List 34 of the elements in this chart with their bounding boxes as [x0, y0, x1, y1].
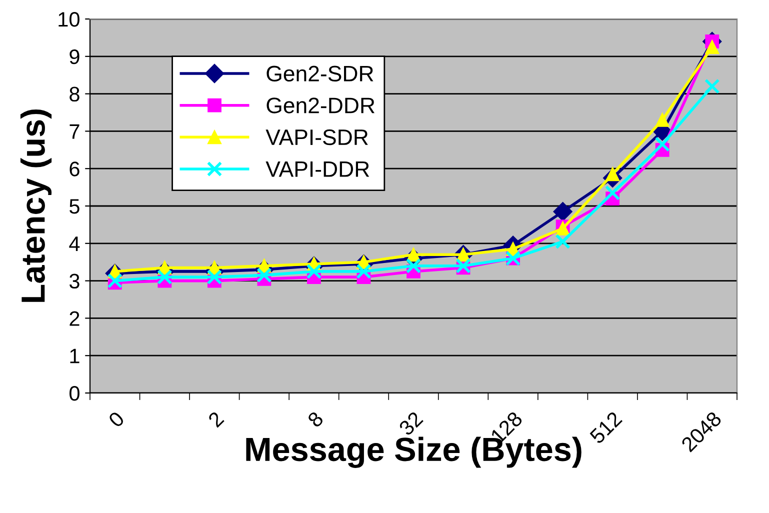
legend-label: VAPI-SDR: [266, 129, 368, 146]
y-tick-label: 4: [69, 236, 80, 251]
y-axis-title: Latency (us): [20, 109, 52, 302]
legend-label: Gen2-DDR: [266, 98, 374, 114]
y-tick-label: 0: [70, 386, 80, 401]
point: [705, 40, 720, 54]
point: [356, 264, 372, 280]
point: [306, 264, 322, 280]
point: [406, 258, 422, 274]
y-tick-label: 6: [70, 162, 80, 176]
point: [604, 185, 620, 201]
x-tick-label: 32: [398, 410, 424, 436]
y-tick-label: 10: [58, 12, 80, 27]
x-tick-label: 512: [588, 410, 623, 444]
y-tick-label: 9: [70, 49, 80, 64]
point: [256, 268, 272, 283]
y-tick-label: 3: [69, 274, 80, 289]
x-tick-label: 8: [306, 410, 324, 428]
point: [555, 234, 570, 250]
point: [553, 202, 572, 222]
x-tick-label: 0: [108, 410, 126, 428]
y-tick-label: 2: [70, 311, 80, 326]
y-tick-label: 1: [70, 348, 80, 364]
legend-label: Gen2-SDR: [266, 66, 374, 82]
y-tick-label: 5: [70, 199, 80, 214]
y-tick-label: 8: [70, 86, 80, 102]
point: [655, 113, 670, 127]
x-tick-label: 2: [207, 410, 224, 428]
y-tick-label: 7: [70, 124, 80, 139]
legend-label: VAPI-DDR: [266, 161, 370, 177]
point: [704, 78, 720, 94]
point: [654, 136, 670, 152]
point: [157, 269, 172, 285]
point: [206, 269, 222, 285]
